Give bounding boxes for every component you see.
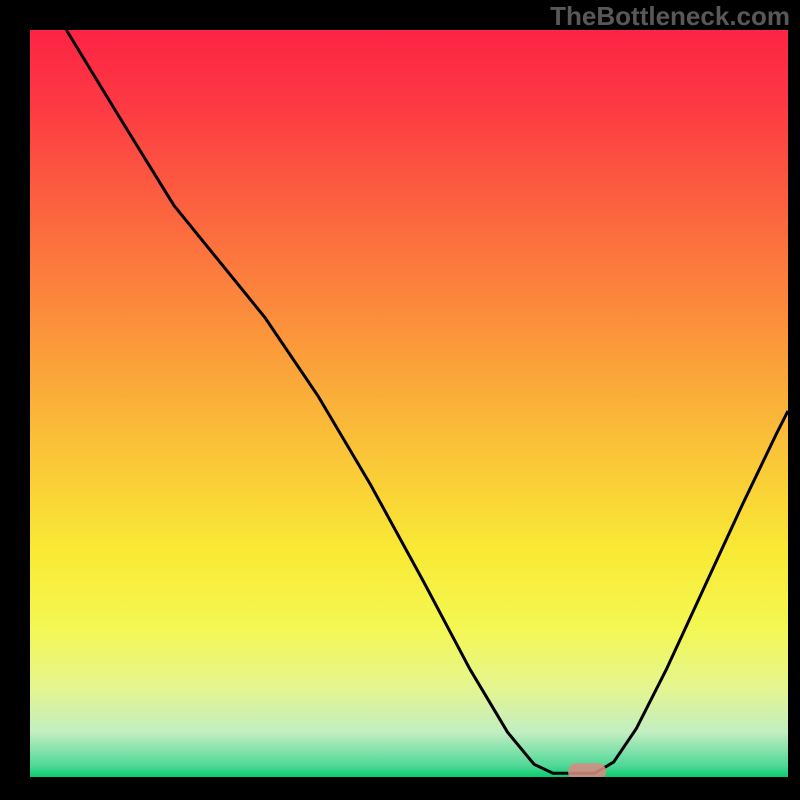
watermark-text: TheBottleneck.com bbox=[550, 1, 790, 32]
plot-border bbox=[0, 777, 800, 800]
plot-border bbox=[788, 0, 800, 800]
plot-border bbox=[0, 0, 30, 800]
gradient-background bbox=[30, 30, 788, 777]
bottleneck-chart bbox=[0, 0, 800, 800]
